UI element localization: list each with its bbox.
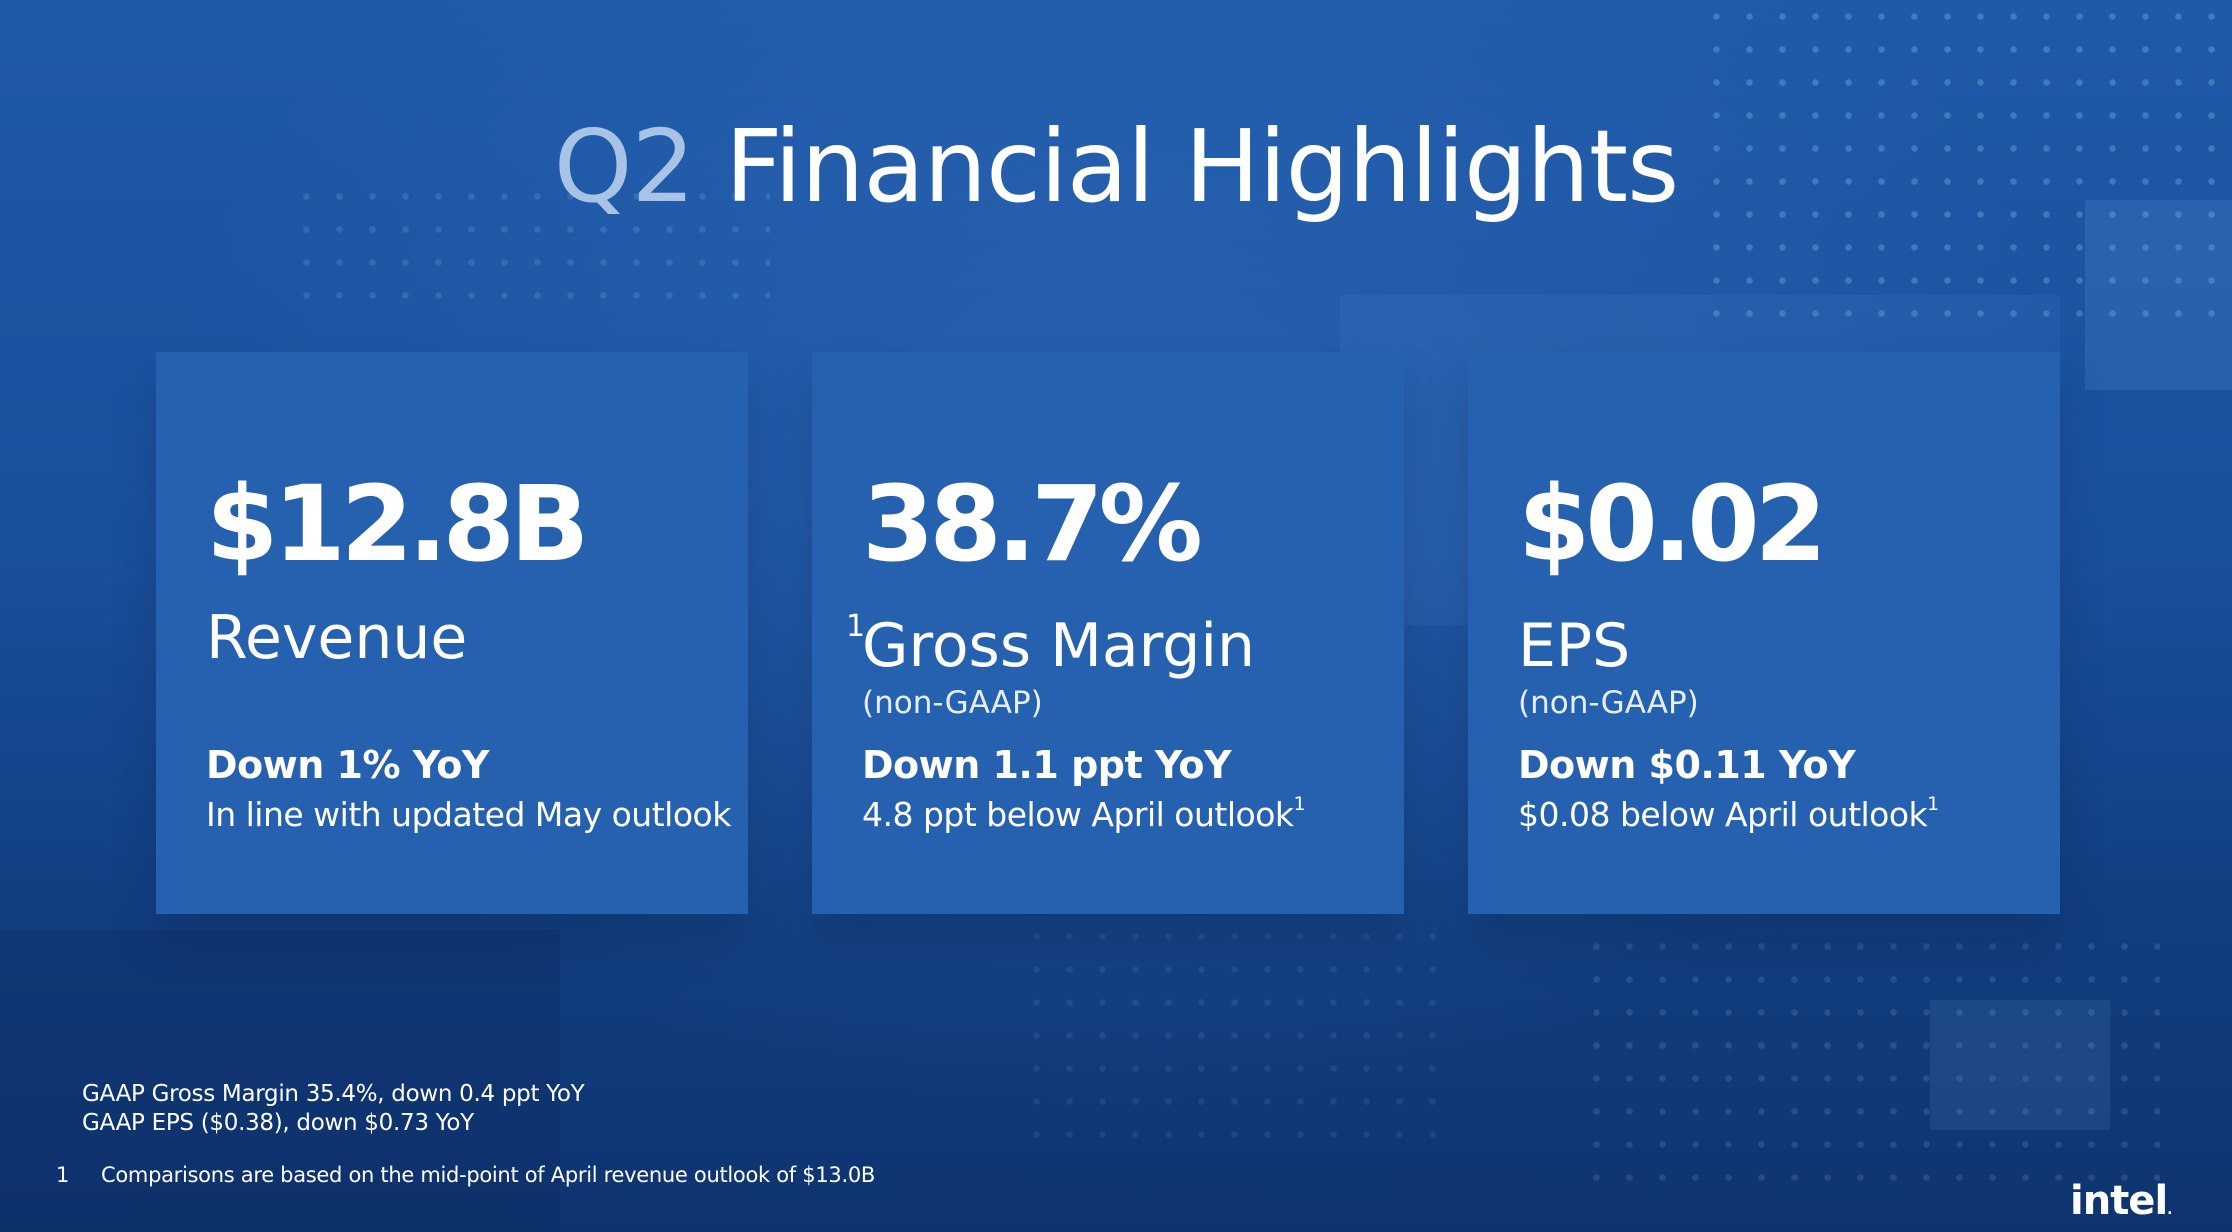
eps-value: $0.02	[1518, 463, 1827, 585]
logo-text: intel	[2070, 1178, 2168, 1224]
decorative-block	[1930, 1000, 2110, 1130]
decorative-dot-grid	[1700, 0, 2220, 330]
gross-margin-footnote-ref: 1	[846, 609, 866, 644]
footnote-text: Comparisons are based on the mid-point o…	[101, 1163, 875, 1187]
gaap-note-gross-margin: GAAP Gross Margin 35.4%, down 0.4 ppt Yo…	[82, 1081, 585, 1107]
logo-mark: .	[2167, 1202, 2172, 1218]
decorative-dot-grid	[290, 180, 770, 320]
title-prefix: Q2	[553, 108, 695, 225]
gross-margin-sublabel: (non-GAAP)	[862, 685, 1043, 721]
gross-margin-label: Gross Margin	[862, 611, 1256, 681]
eps-card: $0.02 EPS (non-GAAP) Down $0.11 YoY $0.0…	[1468, 352, 2060, 914]
revenue-change: Down 1% YoY	[206, 743, 489, 787]
eps-detail: $0.08 below April outlook1	[1518, 795, 1939, 834]
footnote: 1 Comparisons are based on the mid-point …	[56, 1163, 875, 1187]
intel-logo: intel.	[2070, 1178, 2173, 1224]
gross-margin-value: 38.7%	[862, 463, 1203, 585]
decorative-dot-grid	[1580, 930, 2160, 1190]
title-text: Financial Highlights	[724, 108, 1679, 225]
eps-sublabel: (non-GAAP)	[1518, 685, 1699, 721]
decorative-block	[2085, 200, 2232, 390]
revenue-detail-text: In line with updated May outlook	[206, 795, 731, 834]
gross-margin-detail-text: 4.8 ppt below April outlook	[862, 795, 1294, 834]
revenue-value: $12.8B	[206, 463, 589, 585]
revenue-card: $12.8B Revenue Down 1% YoY In line with …	[156, 352, 748, 914]
gross-margin-change: Down 1.1 ppt YoY	[862, 743, 1232, 787]
gross-margin-detail-ref: 1	[1293, 793, 1306, 815]
footnote-number: 1	[56, 1163, 70, 1187]
eps-detail-text: $0.08 below April outlook	[1518, 795, 1928, 834]
eps-detail-ref: 1	[1927, 793, 1939, 815]
gross-margin-card: 38.7% 1 Gross Margin (non-GAAP) Down 1.1…	[812, 352, 1404, 914]
gross-margin-detail: 4.8 ppt below April outlook1	[862, 795, 1306, 834]
eps-label: EPS	[1518, 611, 1631, 681]
decorative-block	[0, 930, 560, 1232]
slide-title: Q2 Financial Highlights	[0, 108, 2232, 225]
eps-change: Down $0.11 YoY	[1518, 743, 1856, 787]
gaap-note-eps: GAAP EPS ($0.38), down $0.73 YoY	[82, 1110, 474, 1136]
revenue-label: Revenue	[206, 603, 468, 673]
decorative-dot-grid	[1020, 920, 1440, 1140]
gaap-notes: GAAP Gross Margin 35.4%, down 0.4 ppt Yo…	[82, 1080, 585, 1138]
revenue-detail: In line with updated May outlook	[206, 798, 731, 831]
